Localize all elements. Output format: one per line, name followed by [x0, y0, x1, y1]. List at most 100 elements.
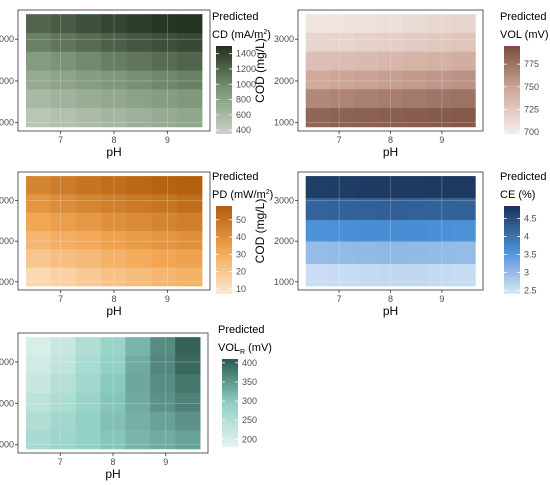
- heatmap-tile: [402, 32, 428, 53]
- heatmap-tile: [176, 267, 203, 287]
- heatmap-tile: [305, 89, 331, 109]
- colorbar-tick-label: 775: [524, 59, 539, 69]
- heatmap-tile: [329, 176, 355, 199]
- heatmap-tile: [378, 198, 404, 221]
- y-tick-label: 2000: [0, 236, 14, 246]
- x-tick-label: 7: [337, 135, 342, 145]
- legend-unit-text: VOL (mV): [500, 29, 549, 41]
- heatmap-tile: [76, 176, 102, 195]
- colorbar: [504, 206, 520, 294]
- heatmap-tile: [126, 194, 153, 214]
- heatmap-tile: [378, 241, 404, 265]
- heatmap-tile: [354, 70, 379, 90]
- colorbar: [216, 46, 232, 134]
- heatmap-tile: [426, 32, 452, 53]
- y-tick-label: 2000: [274, 76, 294, 86]
- colorbar-tick-label: 1400: [236, 49, 256, 59]
- y-tick-label: 1000: [274, 277, 294, 287]
- heatmap-tile: [329, 70, 355, 90]
- heatmap-tile: [378, 14, 404, 34]
- heatmap-tile: [354, 198, 379, 221]
- heatmap-tile: [76, 231, 102, 250]
- heatmap-tile: [451, 70, 476, 90]
- heatmap-tile: [402, 51, 428, 71]
- heatmap-tile: [426, 108, 452, 128]
- heatmap-tile: [402, 14, 428, 34]
- heatmap-tile: [329, 51, 355, 71]
- heatmap-tile: [426, 70, 452, 90]
- y-tick-label: 1000: [274, 118, 294, 128]
- heatmap-tile: [75, 355, 101, 375]
- heatmap-tile: [75, 337, 101, 357]
- heatmap-tile: [175, 355, 201, 375]
- heatmap-tile: [426, 220, 452, 243]
- heatmap-tile: [378, 32, 404, 53]
- legend-unit: CE (%): [500, 189, 535, 201]
- heatmap-tile: [175, 430, 201, 450]
- heatmap-tile: [126, 89, 153, 109]
- heatmap-tile: [402, 198, 428, 221]
- legend-unit-suffix: ): [270, 189, 274, 201]
- heatmap-panel-ce: 7 8 9 1000 2000 3000 pH COD (mg/L) Predicted CE (…: [253, 171, 546, 318]
- legend-title: Predicted: [500, 171, 546, 183]
- heatmap-tile: [354, 51, 379, 71]
- heatmap-tile: [51, 32, 77, 53]
- colorbar-tick-label: 400: [242, 358, 257, 368]
- heatmap-tile: [101, 108, 127, 128]
- heatmap-tile: [100, 411, 126, 431]
- colorbar-tick-label: 3.5: [524, 249, 537, 259]
- y-tick-label: 3000: [0, 34, 14, 44]
- y-tick-label: 1000: [0, 440, 14, 450]
- heatmap-tile: [451, 89, 476, 109]
- x-tick-label: 7: [58, 457, 63, 467]
- heatmap-tile: [126, 249, 153, 269]
- heatmap-tile: [125, 337, 151, 357]
- heatmap-tile: [26, 89, 52, 109]
- y-tick-label: 2000: [0, 398, 14, 408]
- y-tick-label: 3000: [274, 195, 294, 205]
- y-tick-label: 3000: [0, 357, 14, 367]
- heatmap-tile: [329, 241, 355, 265]
- heatmap-tile: [50, 337, 77, 357]
- heatmap-tile: [76, 212, 102, 232]
- heatmap-tile: [26, 108, 52, 128]
- heatmap-tile: [305, 263, 331, 287]
- colorbar-tick-label: 30: [236, 249, 246, 259]
- heatmap-tile: [150, 393, 176, 413]
- heatmap-tile: [176, 231, 203, 250]
- heatmap-panel-cd: 7 8 9 1000 2000 3000 pH COD (mg/L) Predicted CD (…: [0, 9, 271, 159]
- legend-unit-text: CD (mA/m: [212, 29, 263, 41]
- x-tick-label: 9: [165, 135, 170, 145]
- heatmap-tile: [51, 14, 77, 34]
- x-tick-label: 8: [110, 457, 115, 467]
- heatmap-tile: [451, 51, 476, 71]
- heatmap-tile: [150, 430, 176, 450]
- legend-unit-suffix: (mV): [245, 342, 272, 354]
- legend-unit-text: CE (%): [500, 189, 535, 201]
- heatmap-tile: [26, 51, 52, 71]
- x-axis-title: pH: [106, 145, 121, 159]
- heatmap-tile: [175, 374, 201, 394]
- heatmap-tile: [305, 241, 331, 265]
- heatmap-tile: [76, 70, 102, 90]
- heatmap-tile: [26, 70, 52, 90]
- x-tick-label: 8: [111, 135, 116, 145]
- heatmap-tile: [426, 263, 452, 287]
- heatmap-tile: [126, 176, 153, 195]
- heatmap-tile: [176, 194, 203, 214]
- colorbar-tick-label: 4.5: [524, 214, 537, 224]
- heatmap-tile: [25, 430, 52, 450]
- heatmap-tile: [451, 263, 476, 287]
- heatmap-tile: [402, 176, 428, 199]
- x-axis-title: pH: [383, 145, 398, 159]
- heatmap-tile: [51, 212, 77, 232]
- heatmap-tile: [354, 108, 379, 128]
- heatmap-tile: [75, 374, 101, 394]
- heatmap-tile: [451, 176, 476, 199]
- y-axis-title: COD (mg/L): [253, 199, 267, 264]
- heatmap-tile: [176, 212, 203, 232]
- colorbar-tick-label: 3: [524, 267, 529, 277]
- heatmap-tile: [101, 267, 127, 287]
- heatmap-tile: [354, 14, 379, 34]
